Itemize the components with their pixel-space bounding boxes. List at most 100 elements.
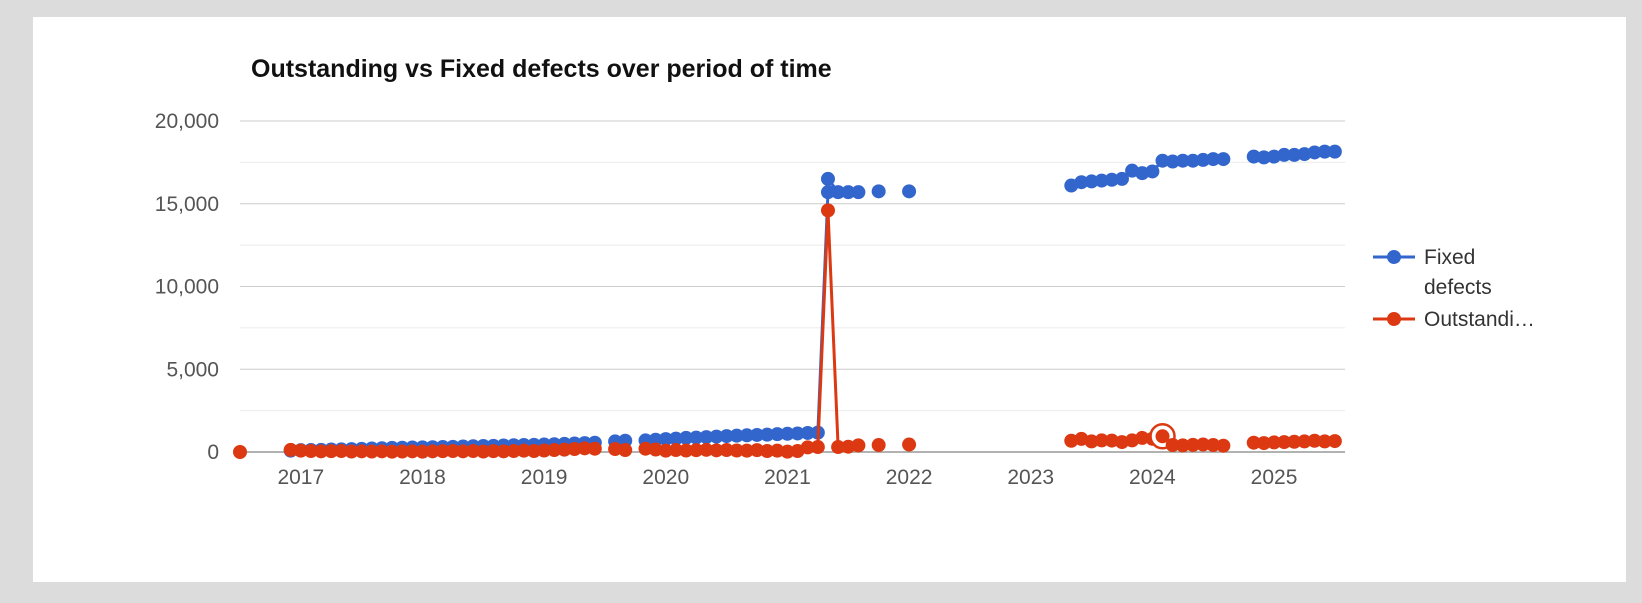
data-point[interactable] (648, 432, 663, 447)
data-point[interactable] (1135, 430, 1150, 445)
data-point[interactable] (760, 427, 775, 442)
data-point[interactable] (699, 442, 714, 457)
data-point[interactable] (871, 438, 886, 453)
data-point[interactable] (405, 444, 420, 459)
data-point[interactable] (851, 185, 866, 200)
data-point[interactable] (648, 442, 663, 457)
data-point[interactable] (679, 430, 694, 445)
data-point[interactable] (1216, 438, 1231, 453)
legend[interactable]: Fixed defects Outstandi… (1373, 246, 1535, 331)
data-point[interactable] (709, 443, 724, 458)
data-point[interactable] (303, 444, 318, 459)
legend-item-fixed-defects[interactable]: Fixed defects (1373, 246, 1492, 299)
data-point[interactable] (496, 444, 511, 459)
data-point[interactable] (354, 444, 369, 459)
data-point[interactable] (1104, 172, 1119, 187)
data-point[interactable] (1114, 171, 1129, 186)
data-point[interactable] (851, 438, 866, 453)
data-point[interactable] (709, 429, 724, 444)
data-point[interactable] (1267, 435, 1282, 450)
data-point[interactable] (526, 444, 541, 459)
data-point[interactable] (1175, 438, 1190, 453)
data-point[interactable] (1185, 153, 1200, 168)
data-point[interactable] (1327, 434, 1342, 449)
data-point[interactable] (699, 430, 714, 445)
data-point[interactable] (1256, 436, 1271, 451)
data-point[interactable] (314, 444, 329, 459)
data-point[interactable] (831, 185, 846, 200)
data-point[interactable] (445, 444, 460, 459)
data-point[interactable] (1287, 434, 1302, 449)
data-point[interactable] (658, 432, 673, 447)
data-point[interactable] (1165, 154, 1180, 169)
data-point[interactable] (1084, 174, 1099, 189)
data-point[interactable] (293, 443, 308, 458)
data-point[interactable] (1145, 164, 1160, 179)
data-point[interactable] (1155, 153, 1170, 168)
data-point[interactable] (1307, 433, 1322, 448)
data-point[interactable] (466, 444, 481, 459)
data-point[interactable] (374, 444, 389, 459)
data-point[interactable] (770, 443, 785, 458)
data-point[interactable] (719, 429, 734, 444)
data-point[interactable] (689, 443, 704, 458)
data-point[interactable] (739, 428, 754, 443)
data-point[interactable] (800, 440, 815, 455)
data-point[interactable] (395, 444, 410, 459)
data-point[interactable] (1327, 144, 1342, 159)
legend-item-outstanding[interactable]: Outstandi… (1373, 308, 1535, 331)
data-point[interactable] (1246, 149, 1261, 164)
data-point[interactable] (1206, 438, 1221, 453)
data-point[interactable] (760, 444, 775, 459)
data-point[interactable] (820, 185, 835, 200)
data-point[interactable] (770, 427, 785, 442)
data-point[interactable] (658, 443, 673, 458)
data-point[interactable] (547, 443, 562, 458)
data-point[interactable] (638, 441, 653, 456)
data-point[interactable] (1165, 438, 1180, 453)
data-point[interactable] (689, 430, 704, 445)
data-point[interactable] (668, 443, 683, 458)
data-point[interactable] (1256, 150, 1271, 165)
data-point[interactable] (719, 443, 734, 458)
data-point[interactable] (233, 445, 247, 459)
data-point[interactable] (820, 171, 835, 186)
data-point[interactable] (1185, 437, 1200, 452)
data-point[interactable] (1074, 175, 1089, 190)
data-point[interactable] (344, 444, 359, 459)
data-point[interactable] (831, 440, 846, 455)
data-point[interactable] (1206, 152, 1221, 167)
data-point[interactable] (587, 441, 602, 456)
data-point[interactable] (729, 428, 744, 443)
data-point[interactable] (750, 427, 765, 442)
data-point[interactable] (334, 444, 349, 459)
data-point[interactable] (1277, 147, 1292, 162)
data-point[interactable] (1297, 434, 1312, 449)
data-point[interactable] (618, 443, 633, 458)
data-point[interactable] (790, 426, 805, 441)
data-point[interactable] (415, 444, 430, 459)
data-point[interactable] (810, 440, 825, 455)
data-point[interactable] (902, 184, 917, 199)
data-point[interactable] (841, 185, 856, 200)
data-point[interactable] (820, 203, 835, 218)
data-point[interactable] (1317, 144, 1332, 159)
data-point[interactable] (577, 441, 592, 456)
data-point[interactable] (739, 443, 754, 458)
data-point[interactable] (435, 444, 450, 459)
data-point[interactable] (1317, 434, 1332, 449)
data-point[interactable] (1084, 434, 1099, 449)
data-point[interactable] (1287, 147, 1302, 162)
data-point[interactable] (871, 184, 886, 199)
data-point[interactable] (425, 444, 440, 459)
data-point[interactable] (1155, 429, 1170, 444)
data-point[interactable] (1307, 145, 1322, 160)
data-point[interactable] (1277, 435, 1292, 450)
data-point[interactable] (506, 444, 521, 459)
data-point[interactable] (385, 444, 400, 459)
data-point[interactable] (456, 444, 471, 459)
data-point[interactable] (780, 444, 795, 459)
data-point[interactable] (1196, 152, 1211, 167)
data-point[interactable] (557, 442, 572, 457)
data-point[interactable] (679, 443, 694, 458)
